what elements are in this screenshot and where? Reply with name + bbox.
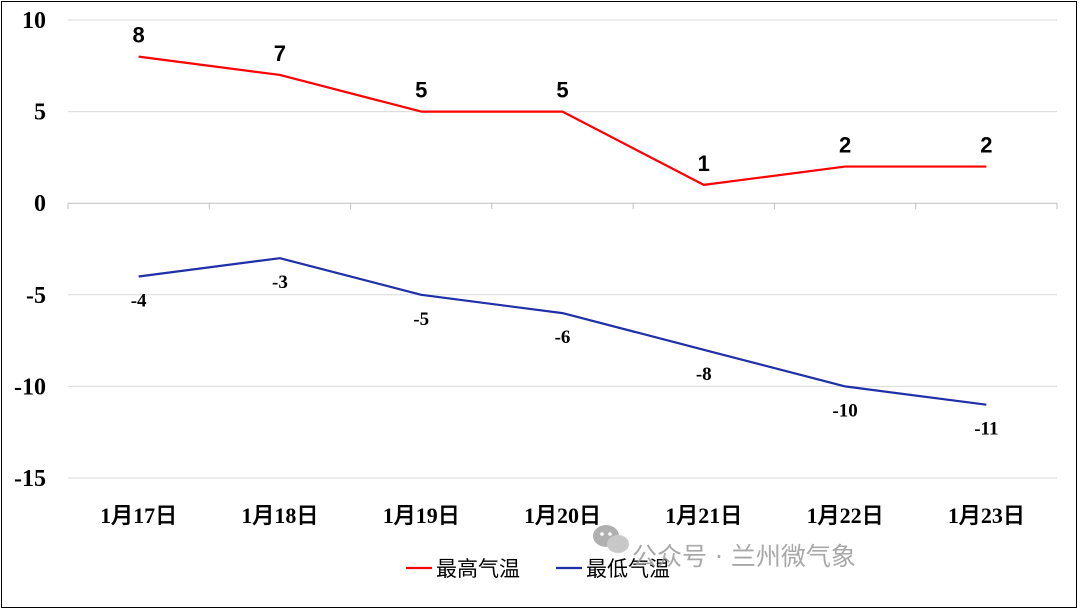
- x-tick-label: 1月19日: [383, 503, 460, 528]
- y-tick-label: -5: [26, 283, 46, 309]
- series-line-min: [138, 257, 987, 406]
- x-tick-label: 1月22日: [807, 503, 884, 528]
- data-label-max: 5: [415, 78, 427, 103]
- series-line-max: [138, 55, 987, 186]
- data-label-min: -6: [555, 327, 571, 348]
- data-label-max: 2: [980, 133, 992, 158]
- y-tick-label: -10: [14, 374, 46, 400]
- legend-item-min: 最低气温: [556, 557, 670, 581]
- data-label-min: -3: [272, 272, 288, 293]
- label-layer: 8 7 5 5 1 2 2 -4 -3 -5 -6 -8 -10 -11: [131, 23, 999, 440]
- data-label-max: 8: [133, 23, 145, 48]
- data-label-min: -4: [131, 290, 147, 311]
- data-label-max: 2: [839, 133, 851, 158]
- grid-layer: [68, 19, 1057, 479]
- legend-item-max: 最高气温: [406, 557, 520, 581]
- legend-label: 最低气温: [586, 557, 670, 581]
- data-label-min: -10: [832, 400, 857, 421]
- legend-label: 最高气温: [436, 557, 520, 581]
- x-tick-label: 1月18日: [241, 503, 318, 528]
- wechat-icon: [593, 525, 629, 553]
- watermark: 公众号 · 兰州微气象: [593, 525, 856, 571]
- data-label-min: -11: [974, 419, 998, 440]
- data-label-min: -8: [696, 364, 712, 385]
- axis-layer: 10 5 0 -5 -10 -15 1月17日 1月18日 1月19日 1月20日 1月21日 1月2…: [14, 8, 1058, 528]
- data-label-max: 1: [698, 151, 710, 176]
- data-label-max: 5: [556, 78, 568, 103]
- y-tick-label: 5: [34, 100, 46, 126]
- series-layer: [138, 55, 987, 406]
- watermark-text: 公众号 · 兰州微气象: [632, 542, 856, 571]
- y-tick-label: -15: [14, 466, 46, 492]
- x-tick-label: 1月21日: [665, 503, 742, 528]
- data-label-min: -5: [413, 309, 429, 330]
- data-label-max: 7: [274, 41, 286, 66]
- x-tick-label: 1月23日: [948, 503, 1025, 528]
- x-tick-label: 1月17日: [100, 503, 177, 528]
- y-tick-label: 10: [22, 8, 46, 34]
- y-tick-label: 0: [34, 191, 46, 217]
- x-tick-label: 1月20日: [524, 503, 601, 528]
- legend: 最高气温 最低气温: [406, 557, 670, 581]
